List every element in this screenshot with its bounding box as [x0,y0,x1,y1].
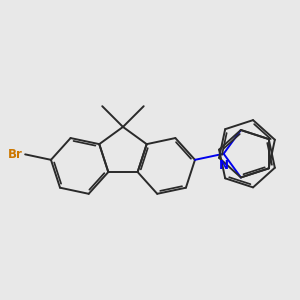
Text: N: N [219,159,229,172]
Text: Br: Br [8,148,23,161]
